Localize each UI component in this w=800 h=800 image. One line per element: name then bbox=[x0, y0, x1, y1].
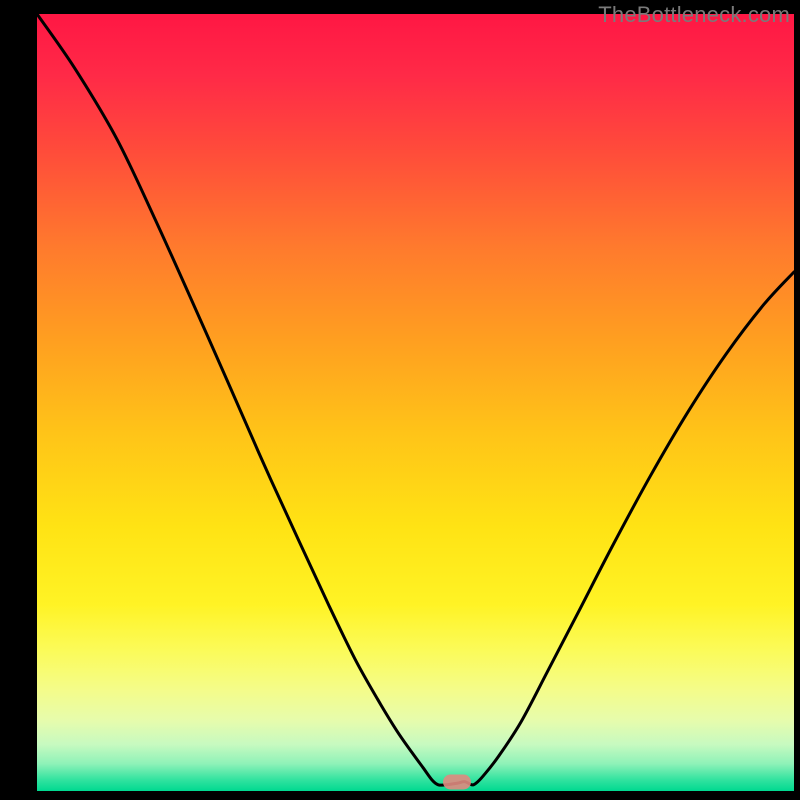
plot-area bbox=[37, 14, 794, 791]
chart-wrapper: TheBottleneck.com bbox=[0, 0, 800, 800]
watermark-text: TheBottleneck.com bbox=[598, 2, 790, 28]
bottleneck-curve bbox=[37, 14, 794, 791]
curve-path bbox=[37, 14, 794, 785]
optimal-marker bbox=[443, 775, 471, 790]
